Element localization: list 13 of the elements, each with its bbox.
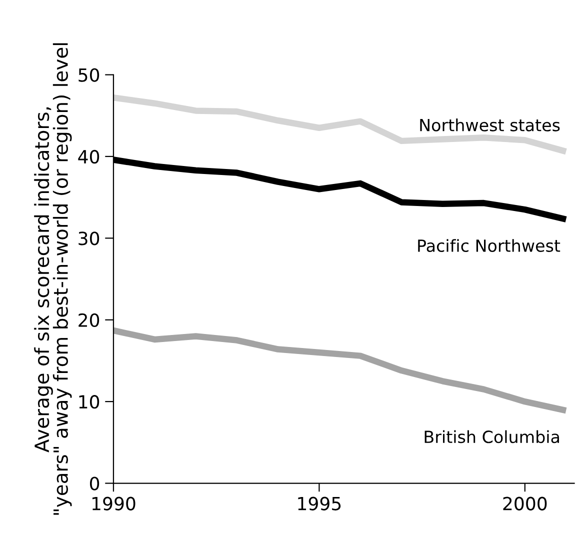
series-label: British Columbia (424, 430, 559, 444)
y-tick-label: 0 (90, 476, 100, 490)
series-label: Pacific Northwest (418, 239, 560, 252)
y-tick-label: 20 (78, 313, 100, 327)
y-tick-label: 10 (79, 395, 100, 409)
y-tick-label: 30 (78, 232, 100, 246)
y-tick-label: 50 (78, 68, 100, 82)
series-label: Northwest states (420, 118, 560, 132)
y-tick-label: 40 (78, 150, 100, 164)
x-tick-label: 2000 (503, 496, 547, 510)
x-tick-label: 1990 (92, 496, 136, 510)
y-axis-title: Average of six scorecard indicators, "years" away from best-in-world (or region) level (34, 43, 72, 515)
x-tick-label: 1995 (298, 496, 341, 510)
